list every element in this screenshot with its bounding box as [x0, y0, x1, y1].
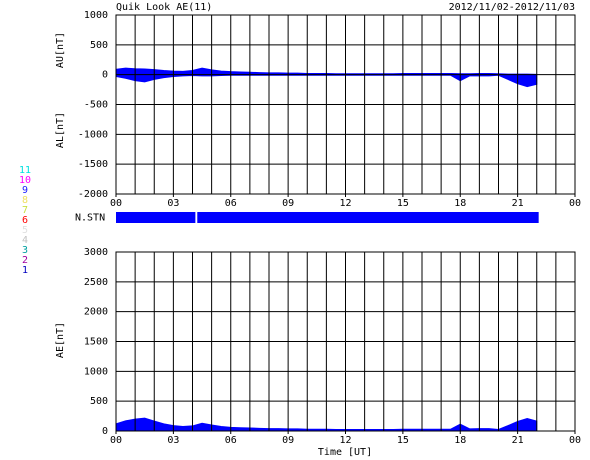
y-tick-label: 1500 [84, 337, 108, 348]
y-tick-label: 2000 [84, 307, 108, 318]
x-tick-label: 18 [454, 198, 466, 209]
y-axis-label: AU[nT] [55, 32, 66, 68]
x-tick-label: 18 [454, 435, 466, 446]
x-tick-label: 00 [110, 435, 122, 446]
y-tick-label: 0 [102, 426, 108, 437]
station-legend: 4 [22, 235, 28, 246]
station-legend: 3 [22, 245, 28, 256]
area [115, 74, 538, 88]
station-bar [116, 212, 196, 223]
station-legend: 6 [22, 215, 28, 226]
x-tick-label: 06 [225, 198, 237, 209]
timeline-label: N.STN [75, 213, 105, 224]
plot-frame [115, 251, 576, 432]
y-tick-label: 3000 [84, 247, 108, 258]
station-legend: 2 [22, 255, 28, 266]
x-tick-label: 00 [569, 435, 581, 446]
x-tick-label: 00 [569, 198, 581, 209]
x-axis-label: Time [UT] [318, 447, 372, 458]
x-tick-label: 06 [225, 435, 237, 446]
y-tick-label: -1000 [78, 129, 108, 140]
station-legend: 10 [19, 175, 31, 186]
x-tick-label: 09 [282, 198, 294, 209]
x-tick-label: 09 [282, 435, 294, 446]
station-legend: 9 [22, 185, 28, 196]
x-tick-label: 12 [339, 435, 351, 446]
x-tick-label: 21 [512, 198, 524, 209]
y-tick-label: -500 [84, 100, 108, 111]
x-tick-label: 00 [110, 198, 122, 209]
y-tick-label: 500 [90, 40, 108, 51]
x-tick-label: 15 [397, 435, 409, 446]
plot-frame [115, 14, 576, 195]
y-axis-label: AE[nT] [55, 322, 66, 358]
station-legend: 8 [22, 195, 28, 206]
x-tick-label: 12 [339, 198, 351, 209]
y-tick-label: -2000 [78, 189, 108, 200]
y-tick-label: -1500 [78, 159, 108, 170]
y-tick-label: 500 [90, 396, 108, 407]
date-range: 2012/11/02-2012/11/03 [449, 2, 575, 13]
y-tick-label: 1000 [84, 10, 108, 21]
y-tick-label: 2500 [84, 277, 108, 288]
chart-title: Quik Look AE(11) [116, 2, 212, 13]
y-tick-label: 0 [102, 70, 108, 81]
station-legend: 5 [22, 225, 28, 236]
area [115, 417, 538, 432]
x-tick-label: 03 [167, 435, 179, 446]
y-axis-label: AL[nT] [55, 112, 66, 148]
y-tick-label: 1000 [84, 366, 108, 377]
station-legend: 1 [22, 265, 28, 276]
x-tick-label: 03 [167, 198, 179, 209]
area [115, 67, 538, 76]
station-legend: 11 [19, 165, 31, 176]
station-legend: 7 [22, 205, 28, 216]
x-tick-label: 21 [512, 435, 524, 446]
x-tick-label: 15 [397, 198, 409, 209]
station-bar [197, 212, 539, 223]
